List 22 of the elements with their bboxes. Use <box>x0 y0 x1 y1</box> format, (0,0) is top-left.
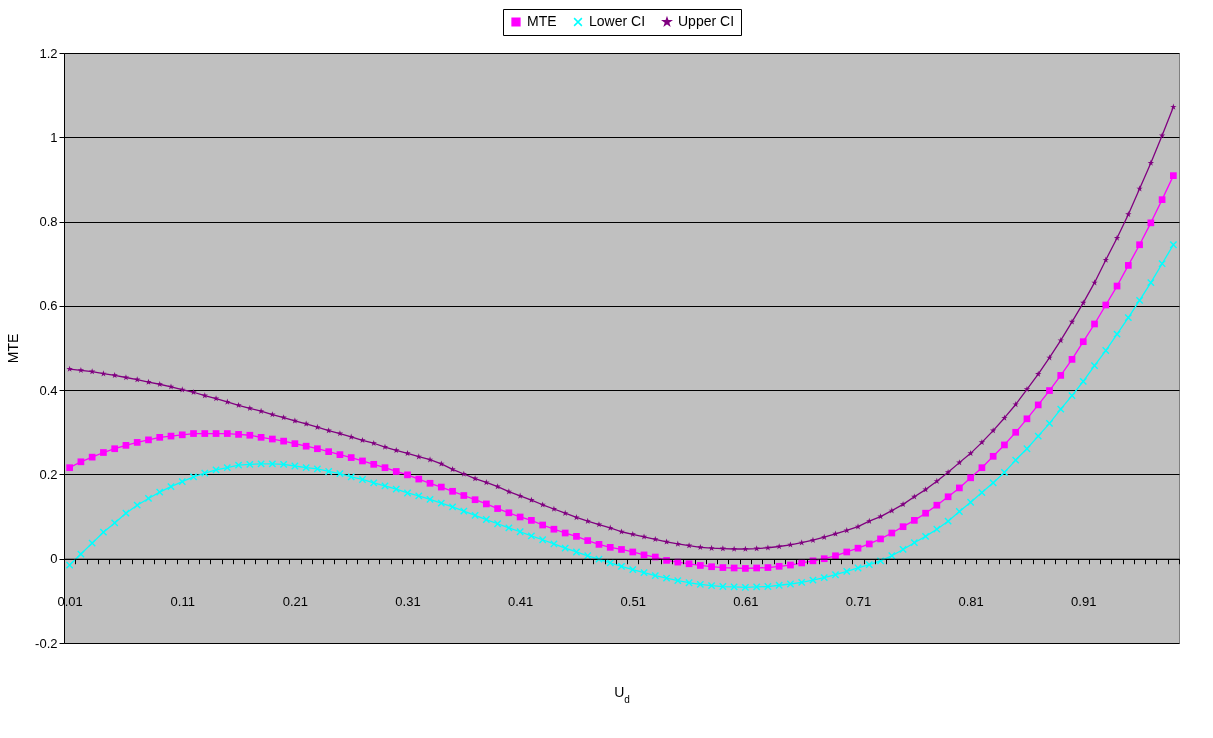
x-tick-label: 0.21 <box>282 594 309 610</box>
x-tick-label: 0.91 <box>1071 594 1097 610</box>
x-tick-label: 0.81 <box>958 594 984 610</box>
x-tick-label: 0.11 <box>170 594 195 610</box>
x-tick-label: 0.41 <box>507 594 534 610</box>
legend-label: MTE <box>527 13 557 29</box>
x-tick-label: 0.51 <box>620 594 646 610</box>
y-tick-label: 1.2 <box>39 45 58 61</box>
y-tick-label: 0 <box>50 551 58 567</box>
y-tick-label: 0.2 <box>39 466 58 482</box>
y-tick-label: 0.6 <box>39 298 58 314</box>
legend-label: Upper CI <box>678 13 735 29</box>
y-tick-label: -0.2 <box>35 635 58 651</box>
x-axis-title: U$_{d}$ <box>614 683 630 704</box>
y-tick-label: 1 <box>50 129 58 145</box>
x-tick-label: 0.61 <box>733 594 759 610</box>
y-tick-label: 0.4 <box>39 382 58 398</box>
x-tick-label: 0.31 <box>395 594 421 610</box>
legend-label: Lower CI <box>589 13 646 29</box>
y-tick-label: 0.8 <box>39 214 58 230</box>
x-tick-label: 0.71 <box>845 594 872 610</box>
y-axis-title: MTE <box>5 333 22 364</box>
